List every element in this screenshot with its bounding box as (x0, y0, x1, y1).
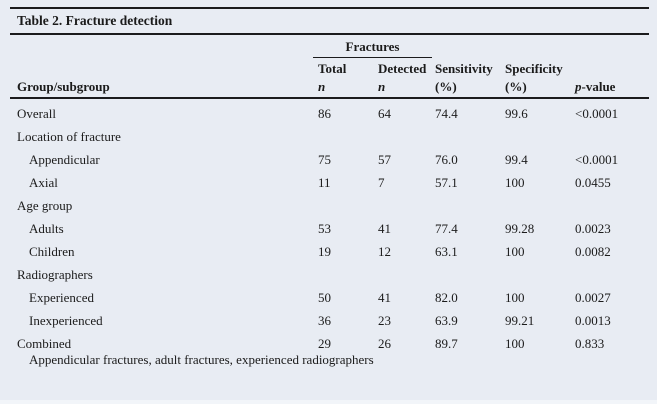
row-cell-detected: 64 (378, 106, 391, 121)
table-top-rule (10, 7, 649, 9)
row-cell-specificity: 100 (505, 244, 525, 259)
row-label: Combined (17, 336, 72, 351)
row-cell-specificity: 99.6 (505, 106, 528, 121)
col-subheader-detected-n: n (378, 79, 386, 94)
row-cell-total: 75 (318, 152, 331, 167)
col-header-group-subgroup: Group/subgroup (17, 79, 110, 94)
col-header-sensitivity: Sensitivity (435, 61, 493, 76)
row-cell-detected: 26 (378, 336, 391, 351)
row-cell-total: 19 (318, 244, 331, 259)
row-cell-total: 86 (318, 106, 331, 121)
table-row: Axial 11 7 57.1 100 0.0455 (0, 172, 657, 195)
p-value-rest: -value (581, 79, 616, 94)
row-cell-detected: 57 (378, 152, 391, 167)
fractures-spanner-underline (313, 57, 432, 58)
row-cell-p: <0.0001 (575, 152, 619, 167)
col-header-detected: Detected (378, 61, 427, 76)
row-cell-total: 50 (318, 290, 331, 305)
header-separator-rule (10, 97, 649, 99)
row-cell-specificity: 100 (505, 290, 525, 305)
row-cell-sensitivity: 57.1 (435, 175, 458, 190)
row-cell-specificity: 100 (505, 336, 525, 351)
col-subheader-sensitivity-pct: (%) (435, 79, 457, 94)
row-cell-sensitivity: 63.1 (435, 244, 458, 259)
row-cell-sensitivity: 76.0 (435, 152, 458, 167)
row-label: Axial (29, 175, 58, 190)
row-label: Radiographers (17, 267, 93, 282)
col-subheader-specificity-pct: (%) (505, 79, 527, 94)
row-cell-specificity: 99.21 (505, 313, 535, 328)
row-label: Age group (17, 198, 73, 213)
row-cell-p: 0.0013 (575, 313, 611, 328)
col-header-p-value: p-value (575, 79, 615, 95)
row-label: Location of fracture (17, 129, 121, 144)
row-cell-total: 29 (318, 336, 331, 351)
table-row: Appendicular 75 57 76.0 99.4 <0.0001 (0, 149, 657, 172)
row-cell-sensitivity: 74.4 (435, 106, 458, 121)
table-row: Children 19 12 63.1 100 0.0082 (0, 241, 657, 264)
table-row: Location of fracture (0, 126, 657, 149)
row-cell-detected: 12 (378, 244, 391, 259)
col-header-total: Total (318, 61, 347, 76)
row-label: Overall (17, 106, 56, 121)
row-cell-detected: 7 (378, 175, 385, 190)
row-label: Experienced (29, 290, 94, 305)
row-cell-total: 36 (318, 313, 331, 328)
col-header-specificity: Specificity (505, 61, 563, 76)
row-cell-p: 0.0027 (575, 290, 611, 305)
p-value-italic-p: p (575, 79, 582, 94)
table-row: Age group (0, 195, 657, 218)
row-cell-specificity: 100 (505, 175, 525, 190)
row-label: Children (29, 244, 75, 259)
table-row: Combined 29 26 89.7 100 0.833 (0, 333, 657, 356)
table-row: Inexperienced 36 23 63.9 99.21 0.0013 (0, 310, 657, 333)
row-cell-sensitivity: 89.7 (435, 336, 458, 351)
table-body: Overall 86 64 74.4 99.6 <0.0001 Location of fr… (0, 103, 657, 356)
row-label: Inexperienced (29, 313, 103, 328)
page-bottom-strip (0, 400, 657, 404)
row-cell-p: 0.0023 (575, 221, 611, 236)
table-title: Table 2. Fracture detection (17, 13, 173, 28)
col-subheader-total-n: n (318, 79, 326, 94)
row-cell-sensitivity: 77.4 (435, 221, 458, 236)
table-row: Overall 86 64 74.4 99.6 <0.0001 (0, 103, 657, 126)
row-cell-detected: 23 (378, 313, 391, 328)
row-label: Appendicular (29, 152, 100, 167)
fractures-spanner-header: Fractures (345, 39, 400, 54)
title-separator-rule (10, 33, 649, 35)
row-cell-p: 0.0455 (575, 175, 611, 190)
row-cell-p: 0.0082 (575, 244, 611, 259)
combined-row-note: Appendicular fractures, adult fractures,… (29, 352, 374, 367)
row-cell-sensitivity: 63.9 (435, 313, 458, 328)
row-cell-specificity: 99.4 (505, 152, 528, 167)
row-cell-sensitivity: 82.0 (435, 290, 458, 305)
row-label: Adults (29, 221, 64, 236)
row-cell-specificity: 99.28 (505, 221, 535, 236)
table-row: Experienced 50 41 82.0 100 0.0027 (0, 287, 657, 310)
row-cell-p: <0.0001 (575, 106, 619, 121)
row-cell-detected: 41 (378, 221, 391, 236)
table-row: Radiographers (0, 264, 657, 287)
table-row: Adults 53 41 77.4 99.28 0.0023 (0, 218, 657, 241)
row-cell-p: 0.833 (575, 336, 605, 351)
row-cell-total: 53 (318, 221, 331, 236)
row-cell-total: 11 (318, 175, 331, 190)
row-cell-detected: 41 (378, 290, 391, 305)
